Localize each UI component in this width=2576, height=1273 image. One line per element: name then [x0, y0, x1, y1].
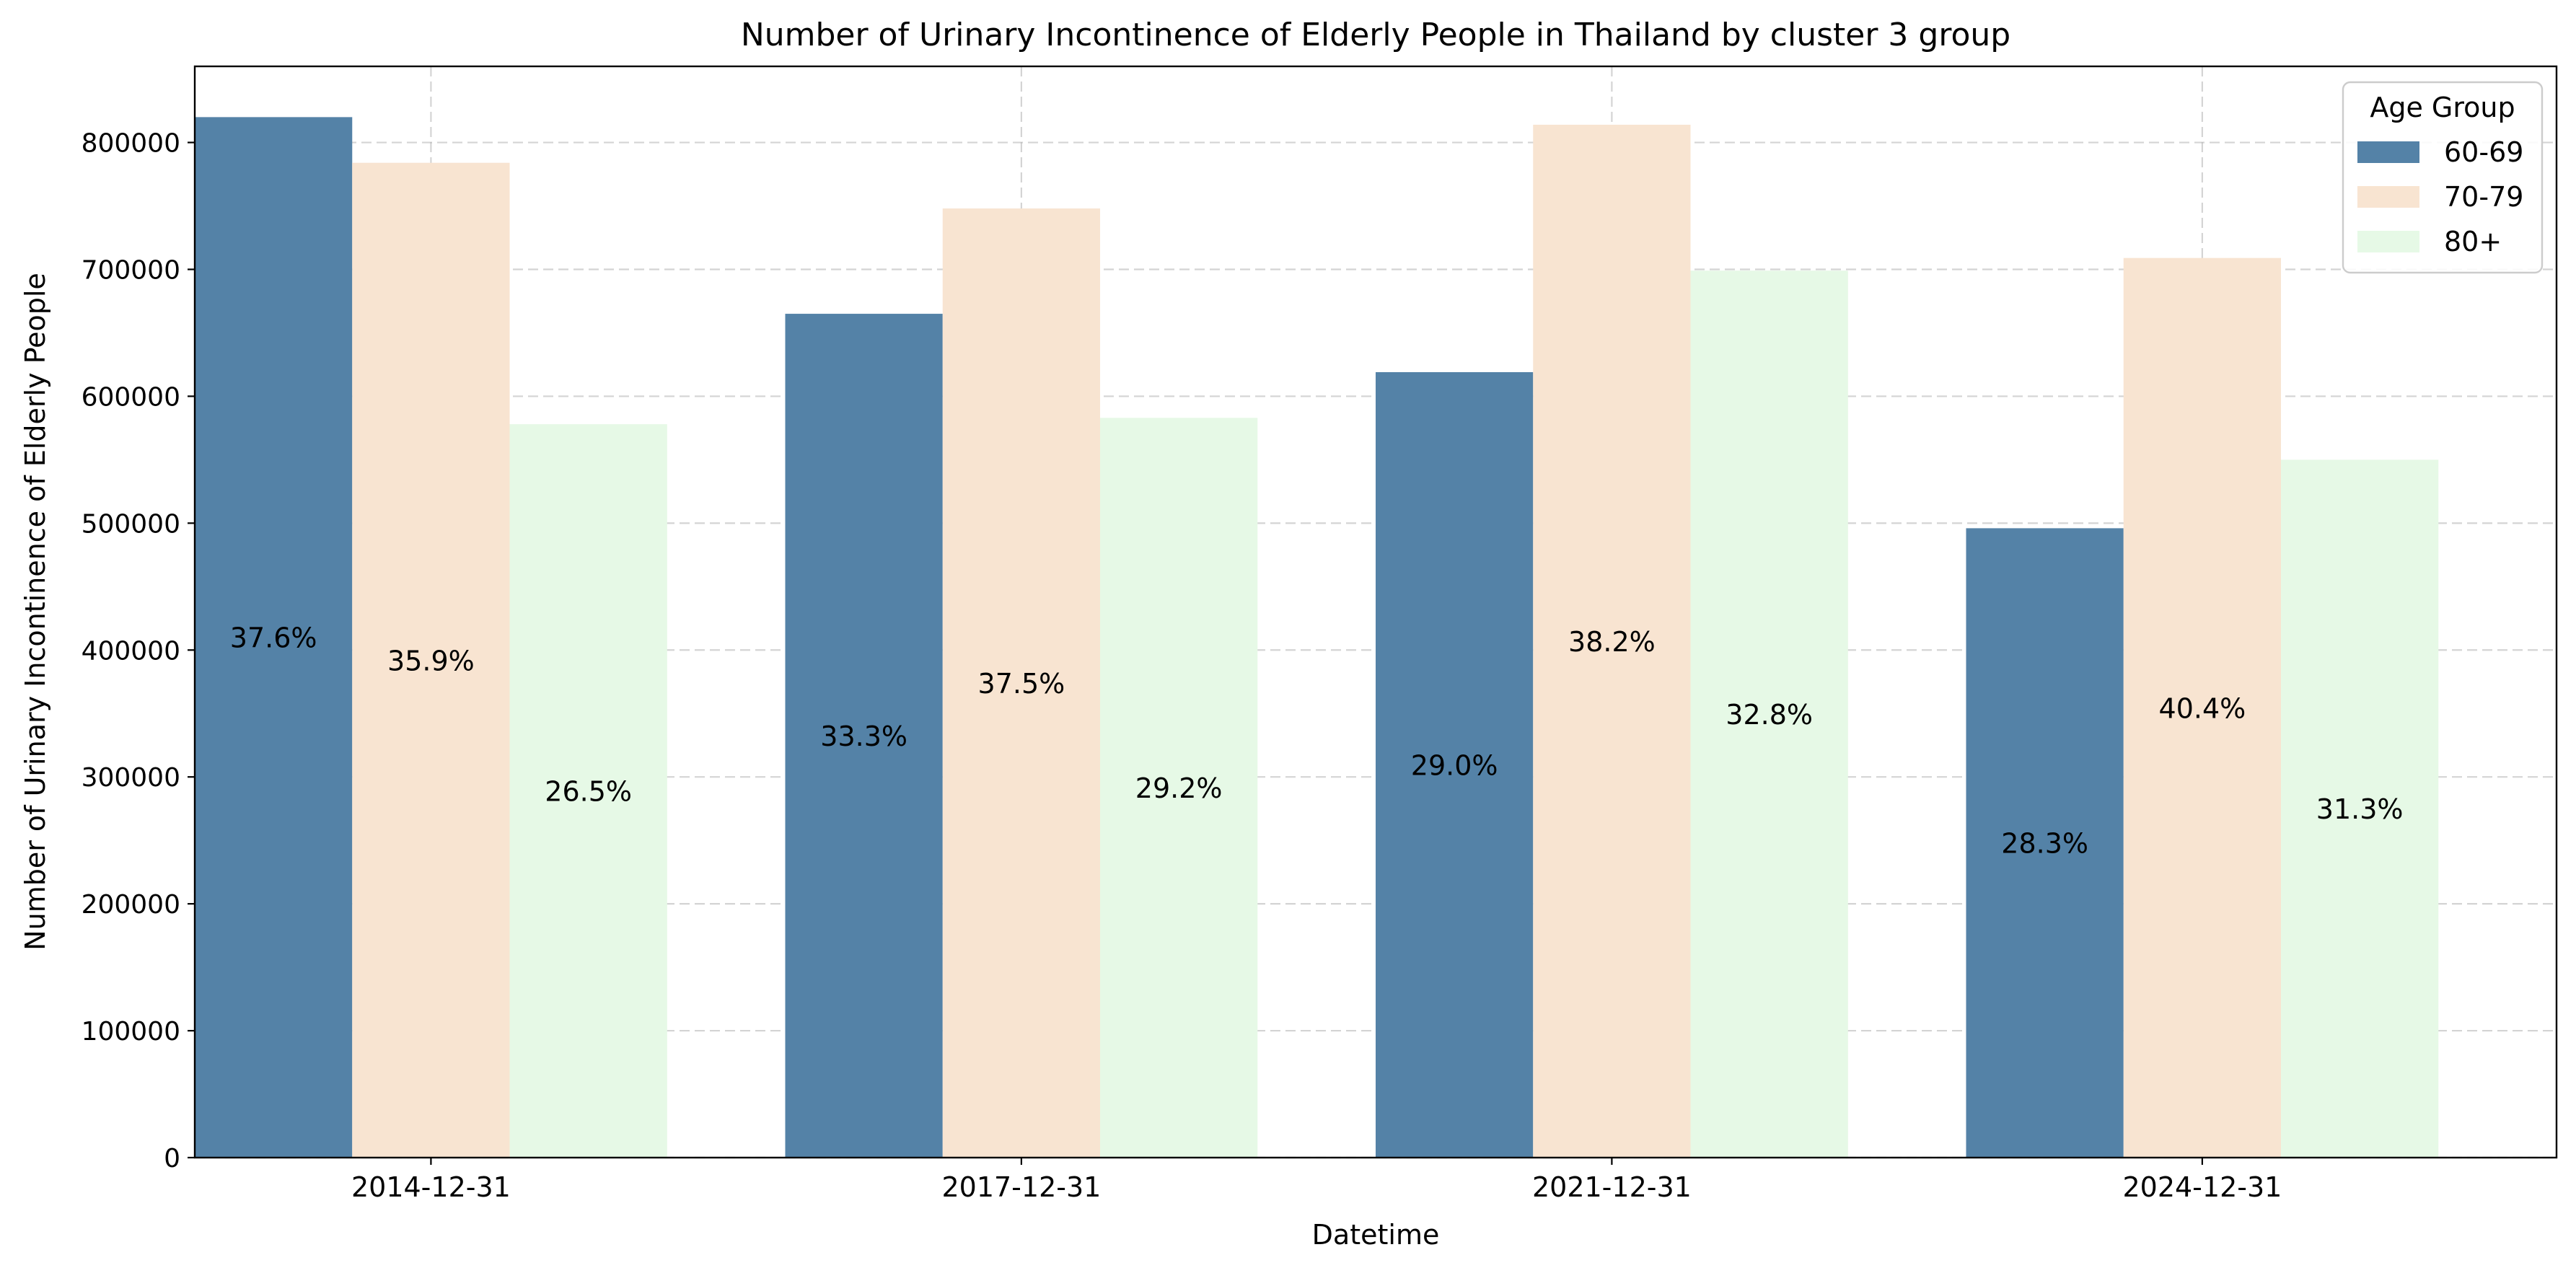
y-tick-label: 600000 [82, 382, 180, 412]
y-tick-label: 800000 [82, 129, 180, 159]
chart-title: Number of Urinary Incontinence of Elderl… [741, 17, 2010, 53]
bar-80+-2024-12-31 [2281, 459, 2439, 1158]
bar-label: 26.5% [545, 776, 632, 808]
legend-swatch-80+ [2357, 231, 2419, 252]
bar-label: 40.4% [2159, 692, 2246, 724]
legend-label: 80+ [2444, 226, 2502, 257]
bar-label: 31.3% [2316, 793, 2404, 825]
bar-70-79-2024-12-31 [2123, 257, 2282, 1158]
y-tick-label: 500000 [82, 509, 180, 539]
legend-label: 70-79 [2444, 181, 2523, 213]
bar-label: 32.8% [1726, 699, 1813, 731]
bar-label: 29.0% [1411, 749, 1498, 781]
x-tick-label: 2021-12-31 [1532, 1171, 1692, 1203]
bar-60-69-2014-12-31 [195, 117, 353, 1158]
plot-area-frame [193, 65, 2558, 1159]
bar-label: 38.2% [1568, 626, 1656, 658]
bar-60-69-2017-12-31 [785, 314, 943, 1158]
bar-60-69-2024-12-31 [1966, 528, 2124, 1158]
y-tick-label: 300000 [82, 763, 180, 793]
bar-70-79-2021-12-31 [1533, 124, 1691, 1158]
x-tick-label: 2024-12-31 [2122, 1171, 2282, 1203]
bar-labels: 37.6% 33.3% 29.0% 28.3% 35.9% 37.5% 38.2% 40.4%… [230, 622, 2404, 860]
legend-title: Age Group [2370, 92, 2515, 123]
x-axis-label: Datetime [1312, 1219, 1440, 1251]
bar-80+-2017-12-31 [1100, 418, 1258, 1158]
y-tick-label: 0 [164, 1144, 180, 1173]
x-tick-label: 2017-12-31 [941, 1171, 1101, 1203]
x-tick-label: 2014-12-31 [351, 1171, 511, 1203]
bar-70-79-2017-12-31 [942, 208, 1101, 1158]
bar-label: 29.2% [1135, 772, 1223, 804]
legend-swatch-70-79 [2357, 186, 2419, 208]
bar-label: 33.3% [820, 721, 907, 752]
legend-swatch-60-69 [2357, 141, 2419, 163]
bar-80+-2014-12-31 [509, 424, 667, 1158]
bar-60-69-2021-12-31 [1376, 371, 1534, 1158]
bar-label: 28.3% [2001, 828, 2088, 860]
bar-80+-2021-12-31 [1690, 270, 1848, 1158]
bar-70-79-2014-12-31 [352, 162, 510, 1158]
bar-label: 35.9% [387, 645, 475, 677]
y-tick-label: 400000 [82, 636, 180, 666]
y-tick-label: 100000 [82, 1017, 180, 1047]
bar-label: 37.6% [230, 622, 317, 654]
x-axis: 2014-12-31 2017-12-31 2021-12-31 2024-12-31 [351, 1158, 2282, 1203]
y-tick-label: 200000 [82, 890, 180, 920]
legend-label: 60-69 [2444, 136, 2523, 168]
legend-box [2342, 81, 2544, 274]
y-tick-label: 700000 [82, 255, 180, 285]
y-axis: 0 100000 200000 300000 400000 500000 600000 700… [82, 129, 195, 1173]
y-axis-label: Number of Urinary Incontinence of Elderl… [19, 273, 51, 951]
legend-items: 60-69 70-79 80+ [2357, 136, 2523, 257]
legend: Age Group 60-69 70-79 80+ [2342, 81, 2544, 274]
bar-label: 37.5% [978, 668, 1065, 700]
bars [195, 117, 2439, 1158]
